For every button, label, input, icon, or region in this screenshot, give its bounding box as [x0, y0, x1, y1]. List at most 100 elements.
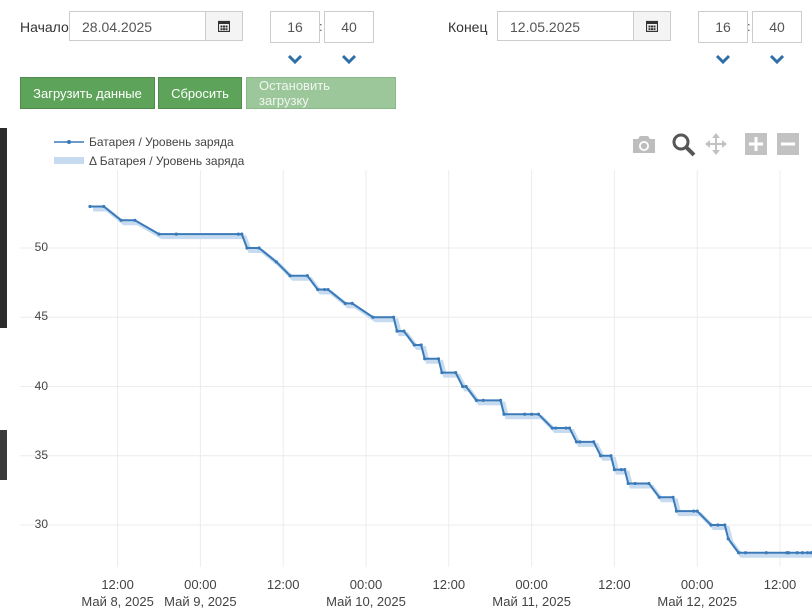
start-minute-input[interactable]: 40 [324, 11, 374, 43]
x-tick-label: 12:00 [101, 577, 134, 592]
data-point [564, 426, 568, 430]
data-point [633, 481, 637, 486]
start-calendar-button[interactable] [205, 11, 243, 41]
start-hour-input[interactable]: 16 [270, 11, 320, 43]
data-point [692, 509, 696, 513]
legend-delta-swatch [54, 157, 84, 164]
data-point [316, 287, 320, 292]
chevron-down-icon[interactable] [341, 54, 357, 64]
y-tick-label: 45 [34, 309, 48, 324]
x-date-label: Май 10, 2025 [326, 594, 406, 609]
data-point [592, 440, 596, 444]
data-point [305, 274, 309, 278]
x-date-label: Май 9, 2025 [164, 594, 237, 609]
data-point [743, 551, 748, 555]
data-point [481, 398, 485, 402]
data-point [257, 246, 261, 250]
series-line [88, 204, 812, 555]
data-point [674, 509, 679, 513]
end-minute-input[interactable]: 40 [752, 11, 802, 43]
stop-loading-button[interactable]: Остановить загрузку [246, 77, 396, 109]
data-point [245, 246, 249, 250]
data-point [474, 398, 478, 402]
chart-grid [20, 170, 812, 567]
data-point [464, 384, 468, 389]
data-point [619, 468, 623, 472]
data-point [288, 274, 292, 278]
data-point [612, 468, 617, 472]
load-data-button[interactable]: Загрузить данные [20, 77, 155, 109]
data-point [133, 218, 137, 222]
data-point [240, 232, 244, 236]
data-point [423, 357, 427, 361]
camera-icon[interactable] [631, 133, 657, 155]
data-point [371, 315, 375, 319]
data-point [599, 454, 603, 458]
calendar-icon [218, 20, 230, 32]
data-point [695, 509, 699, 513]
time-separator: : [319, 19, 323, 34]
legend-delta-label: Δ Батарея / Уровень заряда [89, 154, 245, 168]
x-tick-label: 12:00 [432, 577, 466, 592]
x-tick-label: 12:00 [598, 577, 631, 592]
x-tick-label: 00:00 [184, 577, 217, 592]
data-point [609, 454, 613, 458]
data-point [440, 371, 444, 375]
data-point [274, 260, 278, 264]
data-point [578, 440, 582, 444]
data-point [716, 523, 720, 527]
x-tick-label: 00:00 [680, 577, 714, 592]
start-date-input[interactable]: 28.04.2025 [69, 11, 206, 41]
data-point [326, 287, 330, 292]
data-point [88, 204, 92, 209]
data-point [723, 523, 727, 527]
data-point [800, 551, 805, 555]
data-point [174, 232, 178, 236]
data-point [709, 523, 713, 527]
pan-icon[interactable] [704, 132, 728, 156]
data-point [343, 301, 347, 305]
time-separator: : [747, 19, 751, 34]
chevron-down-icon[interactable] [715, 54, 731, 64]
data-point [530, 412, 534, 416]
zoom-icon[interactable] [671, 132, 697, 158]
data-point [461, 384, 465, 389]
page-edge-bar [0, 128, 7, 328]
data-point [523, 412, 527, 416]
page-edge-tab[interactable] [0, 430, 7, 480]
data-point [392, 315, 396, 319]
x-date-label: Май 12, 2025 [657, 594, 738, 609]
zoom-in-icon[interactable] [745, 133, 767, 155]
data-point [454, 371, 458, 375]
data-point [350, 301, 354, 305]
data-point [436, 357, 441, 361]
data-point [119, 218, 123, 222]
data-point [623, 468, 627, 472]
x-tick-label: 00:00 [515, 577, 548, 592]
data-point [536, 412, 541, 416]
y-tick-label: 35 [34, 447, 48, 462]
data-point [412, 343, 416, 347]
data-point [809, 551, 812, 555]
data-point [395, 329, 399, 333]
zoom-out-icon[interactable] [777, 133, 799, 155]
data-point [647, 481, 651, 486]
data-point [574, 440, 579, 444]
battery-level-line [90, 205, 812, 554]
data-point [419, 343, 423, 347]
end-calendar-button[interactable] [633, 11, 671, 41]
data-point [402, 329, 406, 333]
end-hour-input[interactable]: 16 [698, 11, 748, 43]
chevron-down-icon[interactable] [287, 54, 303, 64]
end-date-input[interactable]: 12.05.2025 [497, 11, 634, 41]
data-point [502, 412, 506, 416]
legend-line-swatch [54, 140, 84, 144]
chevron-down-icon[interactable] [769, 54, 785, 64]
data-point [806, 551, 810, 555]
x-date-label: Май 8, 2025 [81, 594, 154, 609]
data-point [657, 495, 661, 499]
y-tick-label: 40 [34, 378, 48, 393]
data-point [764, 551, 768, 555]
reset-button[interactable]: Сбросить [158, 77, 242, 109]
